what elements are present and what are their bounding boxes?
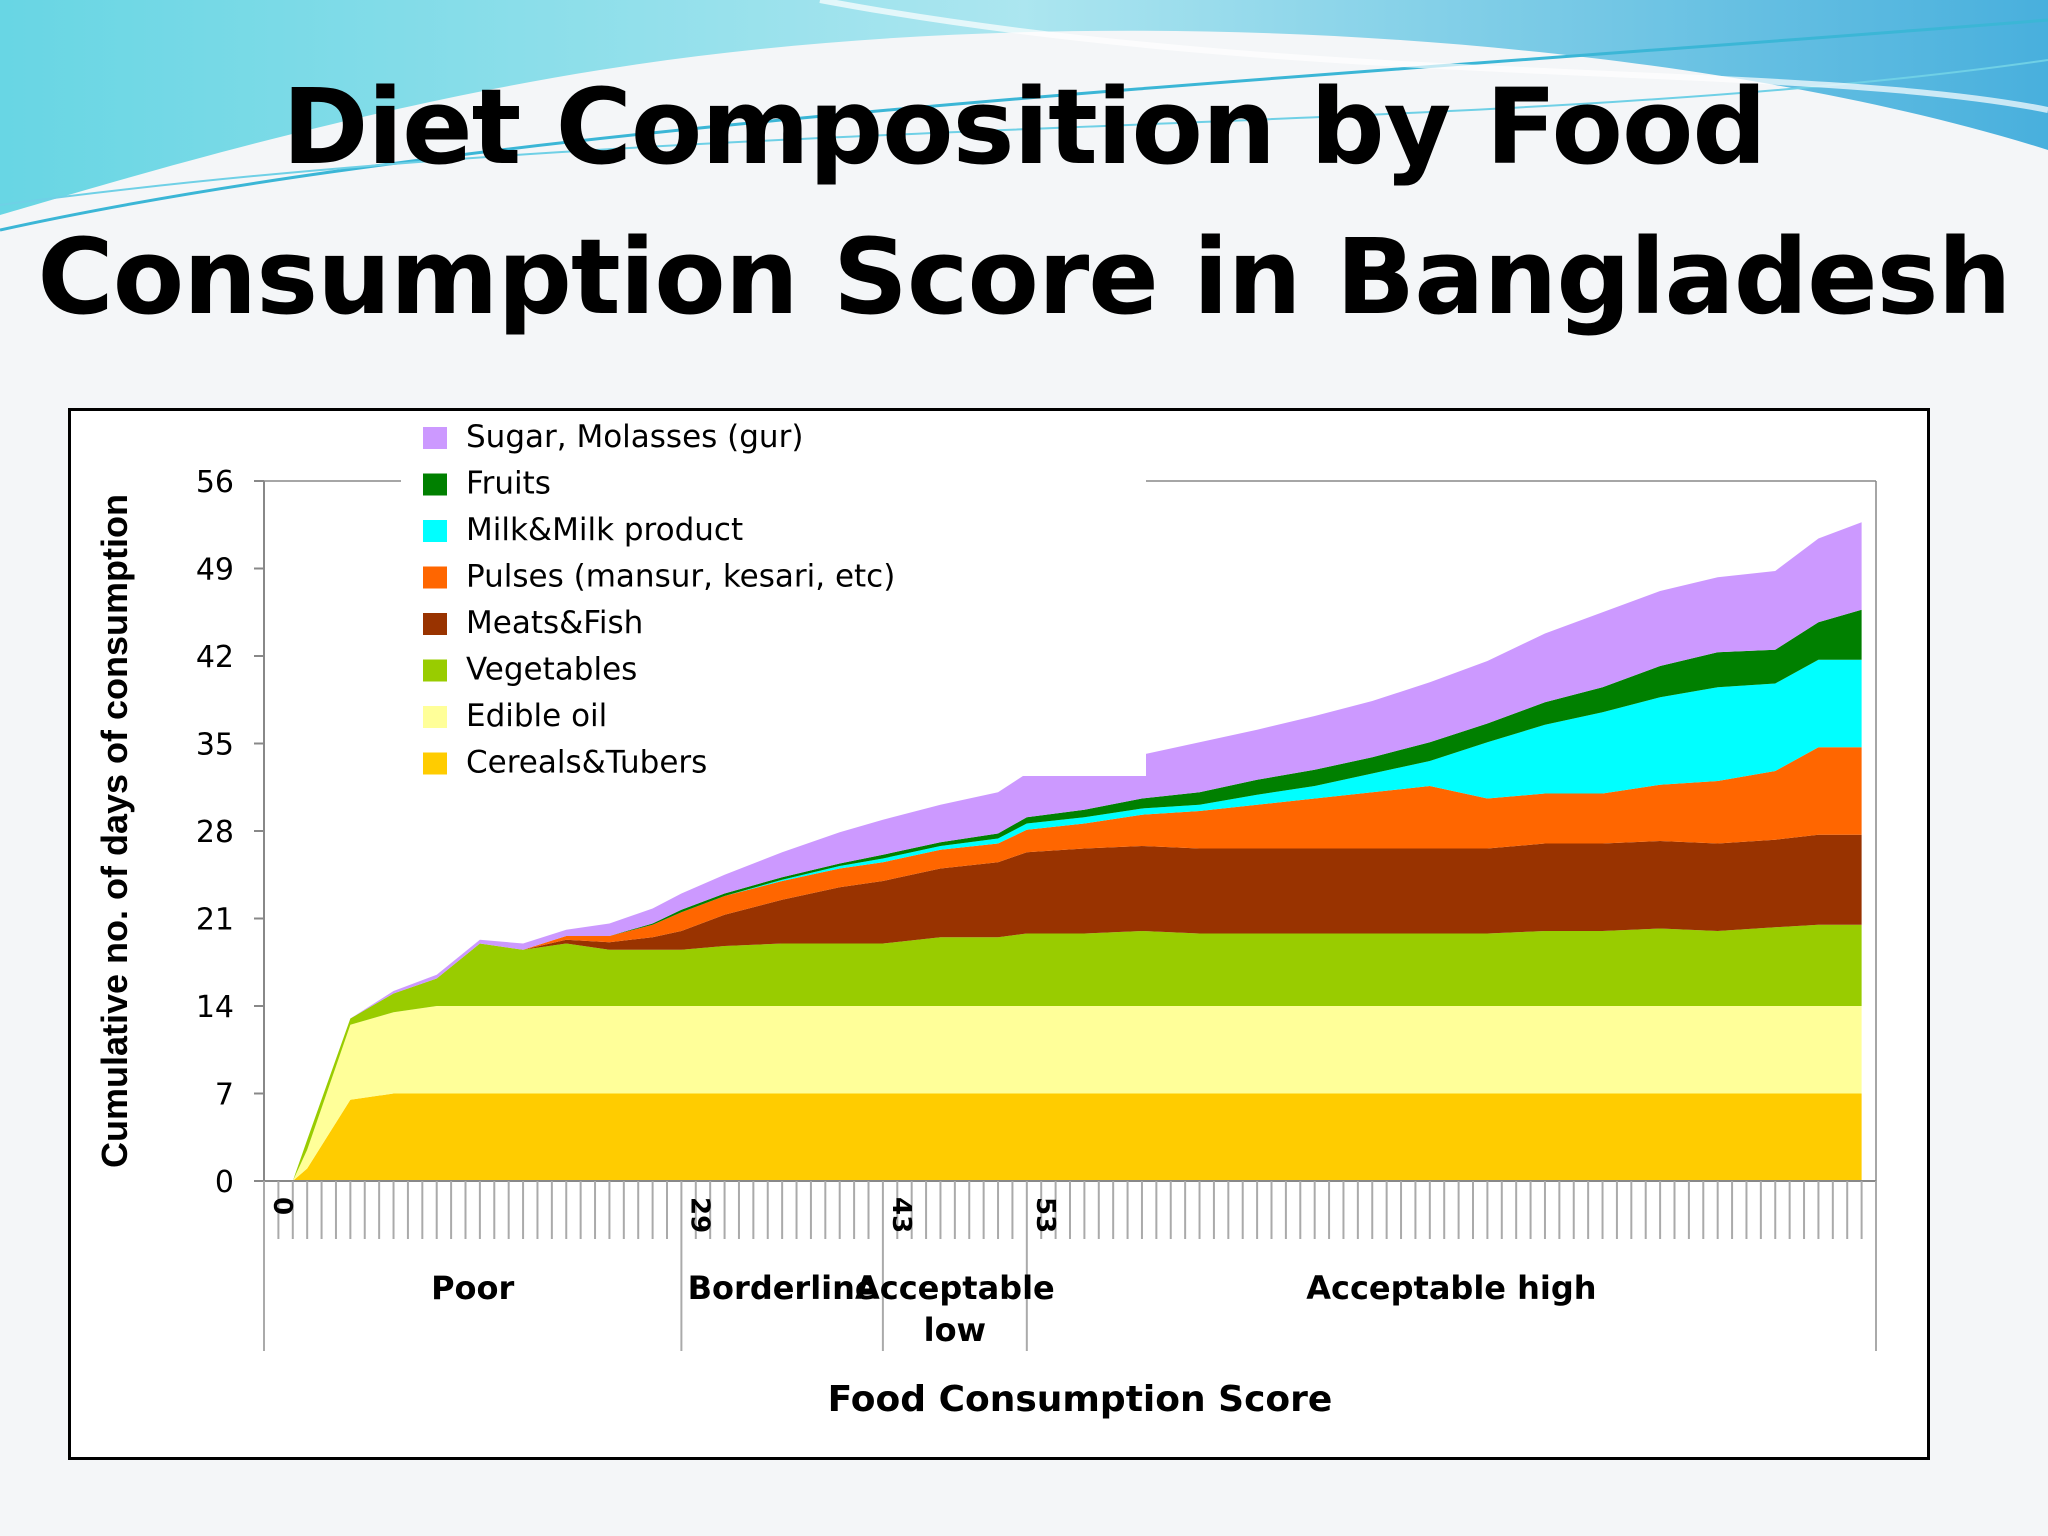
area-0 (292, 1093, 1862, 1181)
y-tick-label: 35 (196, 728, 234, 763)
slide-title-line1: Diet Composition by Food (282, 66, 1767, 188)
area-2 (292, 924, 1862, 1181)
stacked-area-chart: 0 7 14 21 28 35 42 49 56 Cumulative no. of days o… (94, 411, 1877, 1420)
area-4 (292, 747, 1862, 1181)
slide-title: Diet Composition by Food Consumption Sco… (0, 52, 2048, 352)
legend-label: Milk&Milk product (466, 512, 743, 548)
chart-frame: 0 7 14 21 28 35 42 49 56 Cumulative no. of days o… (68, 408, 1930, 1460)
x-tick-label: 53 (1030, 1197, 1060, 1233)
area-series-group (292, 522, 1862, 1181)
category-label: Acceptable (855, 1269, 1055, 1307)
legend-label: Sugar, Molasses (gur) (466, 419, 803, 455)
x-tick-label: 0 (267, 1197, 297, 1215)
area-6 (292, 609, 1862, 1181)
legend-label: Meats&Fish (466, 605, 643, 641)
category-label: Poor (431, 1269, 514, 1307)
area-3 (292, 834, 1862, 1181)
y-tick-label: 56 (196, 465, 234, 500)
y-tick-label: 42 (196, 640, 234, 675)
legend-label: Cereals&Tubers (466, 745, 707, 781)
legend-swatch (423, 706, 447, 728)
category-label: low (924, 1311, 987, 1349)
area-5 (292, 659, 1862, 1181)
legend-label: Edible oil (466, 698, 607, 734)
legend-background (401, 411, 1146, 776)
y-tick-label: 21 (196, 903, 234, 938)
legend: Sugar, Molasses (gur) Fruits Milk&Milk pro… (401, 411, 1146, 781)
x-tick-label: 43 (886, 1197, 916, 1233)
legend-swatch (423, 613, 447, 635)
category-label: Acceptable high (1306, 1269, 1596, 1307)
y-tick-label: 49 (196, 553, 234, 588)
legend-swatch (423, 566, 447, 589)
category-label: Borderline (688, 1269, 877, 1307)
axes-group: 0 7 14 21 28 35 42 49 56 Cumulative no. of days o… (94, 465, 1877, 1420)
y-tick-label: 28 (196, 815, 234, 850)
legend-swatch (423, 659, 447, 682)
y-axis-title: Cumulative no. of days of consumption (94, 494, 135, 1168)
area-7 (292, 522, 1862, 1181)
legend-label: Vegetables (466, 652, 637, 688)
legend-swatch (423, 427, 447, 449)
slide-title-line2: Consumption Score in Bangladesh (37, 216, 2011, 338)
legend-label: Fruits (466, 466, 551, 502)
legend-label: Pulses (mansur, kesari, etc) (466, 559, 895, 595)
y-tick-label: 14 (196, 990, 234, 1025)
area-1 (292, 1006, 1862, 1181)
y-tick-label: 7 (215, 1078, 234, 1113)
x-axis-title: Food Consumption Score (828, 1379, 1333, 1420)
x-tick-label: 29 (684, 1197, 714, 1233)
y-tick-label: 0 (215, 1165, 234, 1200)
legend-swatch (423, 473, 447, 496)
legend-swatch (423, 752, 447, 775)
legend-swatch (423, 520, 447, 542)
